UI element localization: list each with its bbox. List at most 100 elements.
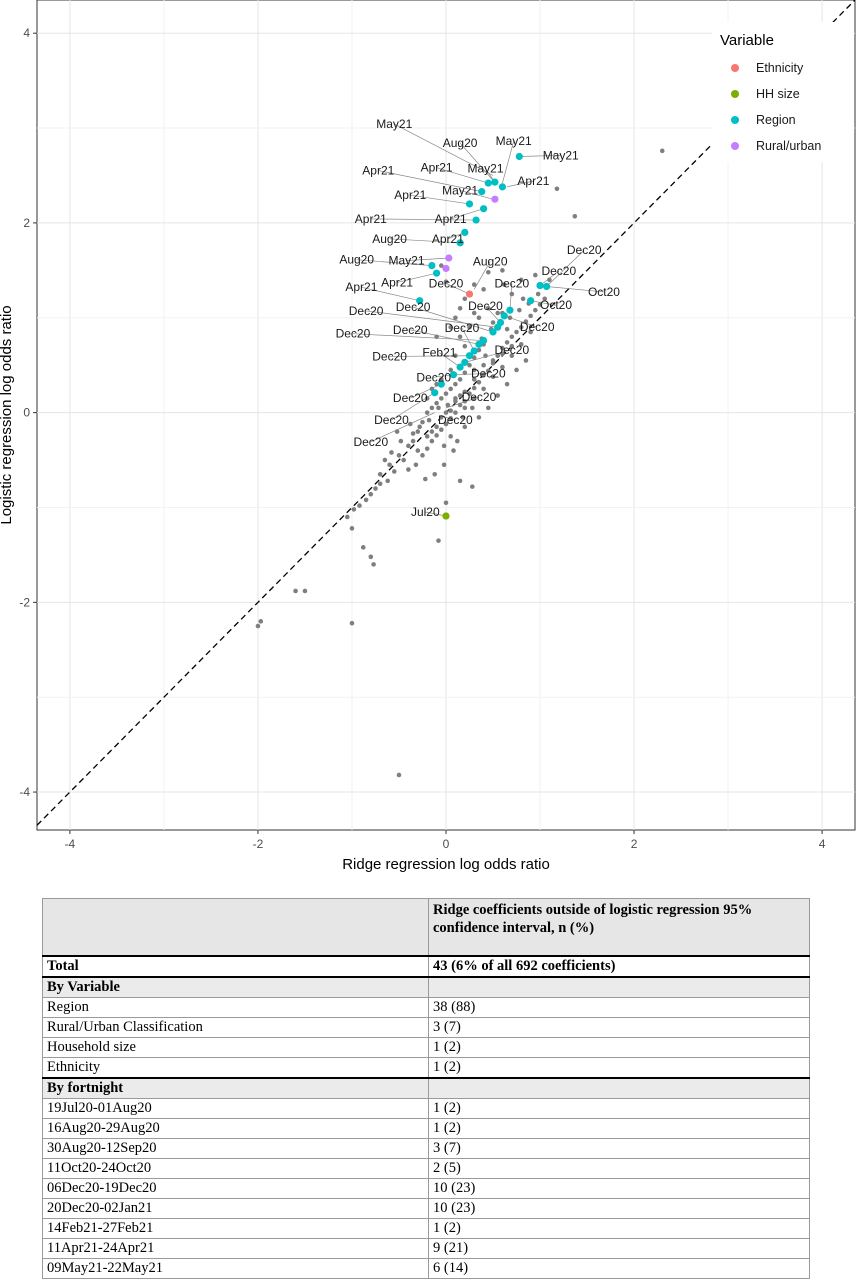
highlighted-point — [445, 254, 453, 262]
data-point — [467, 391, 472, 396]
data-point — [481, 372, 486, 377]
point-label: Apr21 — [362, 164, 394, 178]
data-point — [415, 448, 421, 453]
point-label: Dec20 — [567, 243, 602, 257]
y-tick-label: -2 — [19, 595, 30, 609]
data-point — [495, 310, 501, 316]
row-value: 3 (7) — [428, 1017, 810, 1038]
row-value: 2 (5) — [428, 1158, 810, 1179]
data-point — [476, 415, 482, 420]
data-point — [351, 507, 357, 512]
data-point — [471, 282, 477, 287]
highlighted-point — [442, 264, 450, 273]
label-leader-line — [546, 286, 604, 293]
table-header-row: Ridge coefficients outside of logistic r… — [42, 898, 810, 957]
label-leader-line — [436, 167, 489, 184]
highlighted-point — [449, 371, 458, 379]
label-leader-line — [397, 272, 437, 283]
by-variable-empty — [428, 976, 810, 998]
point-label: May21 — [467, 162, 503, 176]
data-point — [523, 319, 529, 324]
data-point — [349, 620, 355, 626]
label-leader-line — [445, 283, 470, 295]
data-point — [509, 353, 515, 359]
label-leader-line — [507, 180, 534, 188]
point-label: Dec20 — [393, 323, 428, 337]
highlighted-point — [431, 389, 439, 397]
data-point — [443, 279, 449, 285]
data-point — [382, 457, 388, 463]
data-point — [495, 393, 501, 398]
data-point — [423, 476, 428, 482]
data-point — [258, 619, 264, 624]
point-label: Dec20 — [438, 413, 473, 427]
row-label: 09May21-22May21 — [42, 1258, 429, 1279]
table-row: 20Dec20-02Jan21 10 (23) — [42, 1198, 810, 1219]
highlighted-point — [494, 323, 502, 331]
row-label: 06Dec20-19Dec20 — [42, 1178, 429, 1199]
highlighted-point — [465, 352, 474, 360]
data-point — [476, 315, 482, 321]
point-label: Feb21 — [422, 346, 456, 360]
data-point — [481, 362, 486, 368]
data-point — [448, 367, 454, 373]
data-point — [460, 415, 466, 420]
data-point — [401, 457, 406, 463]
data-point — [417, 424, 422, 430]
x-tick-label: -2 — [253, 837, 264, 851]
data-point — [504, 340, 510, 345]
data-point — [394, 429, 400, 434]
data-point — [396, 453, 402, 458]
data-point — [255, 623, 261, 629]
data-point — [467, 362, 472, 368]
data-point — [514, 367, 519, 373]
data-point — [434, 381, 439, 387]
legend: Variable Ethnicity HH size Region Rural/urb… — [712, 22, 854, 162]
data-point — [438, 427, 444, 433]
point-label: Dec20 — [471, 367, 506, 381]
data-point — [481, 386, 486, 392]
row-label: Rural/Urban Classification — [42, 1017, 429, 1038]
label-leader-line — [460, 190, 494, 200]
highlighted-point — [491, 178, 499, 186]
data-point — [443, 500, 449, 506]
data-point — [517, 307, 522, 313]
data-point — [410, 438, 416, 444]
label-leader-line — [519, 155, 561, 157]
data-point — [486, 269, 491, 275]
row-value: 9 (21) — [428, 1238, 810, 1259]
row-label: 16Aug20-29Aug20 — [42, 1118, 429, 1139]
point-label: Dec20 — [374, 413, 409, 427]
y-tick-label: 0 — [23, 406, 30, 420]
data-point — [471, 377, 477, 382]
data-point — [453, 381, 458, 387]
x-axis-label: Ridge regression log odds ratio — [342, 856, 550, 873]
label-leader-line — [410, 383, 442, 399]
highlighted-point — [515, 152, 523, 161]
highlighted-point — [480, 205, 488, 213]
point-label: May21 — [376, 117, 412, 131]
label-leader-line — [450, 208, 484, 220]
data-point — [443, 391, 449, 396]
data-point — [537, 302, 543, 307]
legend-label: HH size — [756, 87, 800, 101]
data-point — [533, 307, 538, 313]
row-label: 11Apr21-24Apr21 — [42, 1238, 429, 1259]
point-label: Oct20 — [540, 298, 572, 312]
table-row: 11Apr21-24Apr21 9 (21) — [42, 1238, 810, 1259]
y-tick-label: -4 — [19, 785, 30, 799]
data-point — [490, 320, 496, 325]
data-point — [385, 478, 391, 484]
highlighted-points — [416, 152, 551, 520]
data-point — [438, 396, 444, 401]
data-point — [426, 417, 432, 423]
table-header-col2: Ridge coefficients outside of logistic r… — [428, 898, 810, 957]
x-tick-label: 4 — [819, 837, 826, 851]
data-point — [453, 315, 458, 321]
y-axis-label: Logistic regression log odds ratio — [0, 305, 15, 524]
row-value: 6 (14) — [428, 1258, 810, 1279]
legend-label: Region — [756, 113, 796, 127]
data-point — [533, 272, 538, 278]
data-point — [471, 355, 477, 360]
